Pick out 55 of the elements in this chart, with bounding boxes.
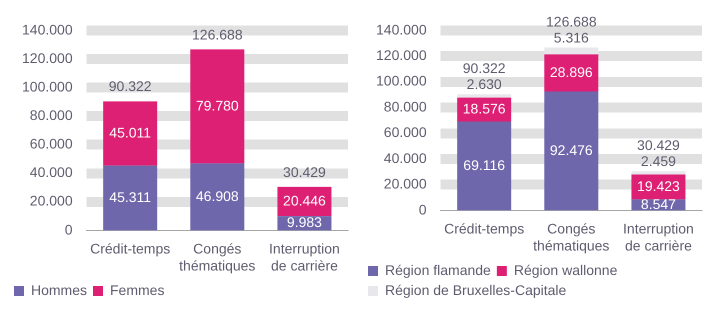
legend-label: Région flamande: [385, 262, 492, 278]
legend-label: Hommes: [31, 282, 88, 298]
bar: [457, 122, 512, 210]
bar: [190, 163, 244, 230]
data-label: 20.446: [283, 192, 326, 208]
total-label: 30.429: [283, 164, 326, 180]
legend-label: Femmes: [110, 282, 164, 298]
bar: [103, 166, 158, 230]
data-label: 45.011: [109, 124, 152, 140]
total-label: 126.688: [546, 13, 597, 30]
y-tick-label: 0: [64, 221, 73, 238]
y-tick-label: 40.000: [384, 150, 427, 166]
data-label: 79.780: [196, 97, 239, 114]
data-label: 2.459: [640, 153, 676, 170]
data-label: 28.896: [550, 64, 593, 80]
data-label: 5.316: [554, 29, 590, 46]
bar: [631, 171, 686, 174]
x-tick-label: Congés thématiques: [179, 240, 256, 274]
data-label: 8.547: [640, 196, 676, 212]
legend-label: Région wallonne: [514, 262, 618, 278]
x-tick-label: Interruption de carrière: [623, 220, 694, 254]
data-label: 19.423: [637, 178, 680, 194]
total-label: 90.322: [108, 78, 152, 94]
legend-label: Région de Bruxelles-Capitale: [385, 282, 567, 298]
y-tick-label: 0: [418, 201, 427, 218]
x-tick-label: Crédit-temps: [444, 220, 524, 237]
y-tick-label: 40.000: [30, 164, 73, 180]
y-tick-label: 120.000: [376, 46, 427, 63]
y-tick-label: 100.000: [376, 72, 427, 89]
data-label: 18.576: [462, 100, 506, 116]
total-label: 90.322: [462, 60, 506, 76]
data-label: 45.311: [109, 188, 152, 205]
y-tick-label: 80.000: [384, 98, 427, 114]
y-tick-label: 140.000: [376, 21, 427, 38]
y-tick-label: 60.000: [30, 136, 73, 152]
data-label: 2.630: [466, 76, 502, 92]
data-label: 46.908: [196, 188, 239, 204]
y-tick-label: 80.000: [30, 106, 73, 123]
data-label: 92.476: [550, 142, 593, 158]
data-label: 9.983: [286, 214, 322, 230]
y-tick-label: 20.000: [384, 176, 427, 192]
y-tick-label: 60.000: [384, 124, 427, 140]
y-tick-label: 120.000: [22, 50, 73, 66]
bar: [190, 49, 244, 164]
bar: [544, 92, 598, 210]
y-tick-label: 100.000: [22, 78, 73, 94]
data-label: 69.116: [463, 156, 506, 173]
bar: [103, 101, 158, 166]
x-tick-label: Crédit-temps: [90, 240, 170, 257]
y-tick-label: 140.000: [22, 21, 73, 38]
total-label: 30.429: [637, 137, 680, 154]
total-label: 126.688: [192, 26, 243, 42]
x-tick-label: Interruption de carrière: [269, 240, 340, 274]
y-tick-label: 20.000: [30, 192, 73, 209]
x-tick-label: Congés thématiques: [533, 220, 610, 254]
